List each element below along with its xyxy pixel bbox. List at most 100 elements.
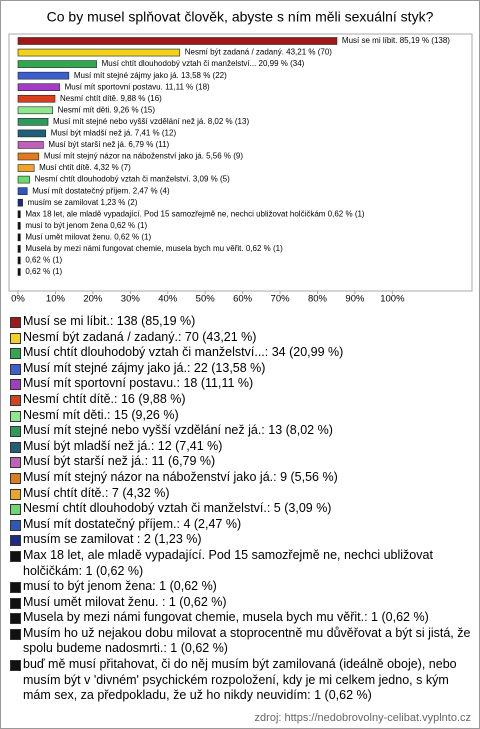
legend-swatch: [10, 597, 21, 609]
bar-label: Nesmí být zadaná / zadaný. 43,21 % (70): [185, 48, 333, 57]
legend-swatch: [10, 582, 21, 594]
legend-label: Musí mít stejné zájmy jako já.: 22 (13,5…: [23, 360, 266, 375]
legend-label: Musí mít sportovní postavu.: 18 (11,11 %…: [23, 376, 254, 391]
bar-label: Musí mít dostatečný příjem. 2,47 % (4): [32, 186, 170, 195]
legend-label: Musí umět milovat ženu. : 1 (0,62 %): [23, 594, 227, 609]
bar-label: 0,62 % (1): [25, 256, 62, 265]
bar: [17, 233, 21, 242]
legend-swatch: [10, 628, 21, 640]
bar-label: Musí chtít dlouhodobý vztah či manželstv…: [102, 59, 305, 68]
legend-label: Musí mít stejný názor na náboženství jak…: [23, 469, 338, 484]
x-tick-label: 10%: [46, 294, 66, 305]
x-tick-label: 50%: [196, 294, 216, 305]
legend-swatch: [10, 363, 21, 375]
x-tick-label: 100%: [380, 294, 405, 305]
bar-label: Nesmí mít děti. 9,26 % (15): [58, 105, 156, 114]
bar-label: Musí chtít dítě. 4,32 % (7): [39, 163, 131, 172]
legend-label: Musí mít dostatečný příjem.: 4 (2,47 %): [23, 516, 242, 531]
bar-label: Nesmí chtít dlouhodobý vztah či manželst…: [35, 175, 231, 184]
legend-swatch: [10, 535, 21, 547]
legend-label: Nesmí být zadaná / zadaný.: 70 (43,21 %): [23, 329, 257, 344]
bar: [17, 48, 181, 57]
bar: [17, 245, 21, 253]
x-tick-label: 60%: [233, 294, 253, 305]
x-tick-label: 90%: [345, 294, 365, 305]
chart: Co by musel splňovat člověk, abyste s ní…: [8, 9, 473, 305]
legend-swatch: [10, 317, 21, 328]
legend-item: Nesmí chtít dlouhodobý vztah či manželst…: [9, 501, 471, 517]
bar-label: Musela by mezi námi fungovat chemie, mus…: [25, 244, 283, 253]
bar: [17, 175, 30, 184]
legend-swatch: [10, 410, 21, 422]
bar: [17, 129, 47, 138]
bar: [17, 106, 53, 115]
legend-item: Musí se mi líbit.: 138 (85,19 %): [9, 314, 471, 330]
legend-label: Musí chtít dítě.: 7 (4,32 %): [23, 485, 170, 500]
bar-label: Musí mít stejné nebo vyšší vzdělání než …: [53, 117, 249, 126]
bar-label: musí to být jenom žena 0,62 % (1): [25, 221, 147, 230]
x-tick-label: 20%: [83, 294, 103, 305]
x-tick-label: 40%: [158, 294, 178, 305]
legend-item: Musím ho už nejakou dobu milovat a stopr…: [9, 626, 471, 657]
bar-label: Musí být starší než já. 6,79 % (11): [48, 140, 169, 149]
x-tick-label: 0%: [11, 294, 25, 305]
bar-label: Nesmí chtít dítě. 9,88 % (16): [60, 94, 162, 103]
legend-item: Nesmí chtít dítě.: 16 (9,88 %): [9, 392, 471, 408]
bar: [17, 94, 56, 103]
bar-label: Musí mít stejný názor na náboženství jak…: [44, 152, 244, 161]
legend-swatch: [10, 394, 21, 406]
legend-swatch: [10, 441, 21, 453]
bar: [17, 222, 21, 230]
legend-item: buď mě musí přitahovat, či do něj musím …: [9, 657, 471, 704]
legend-swatch: [10, 488, 21, 500]
legend-swatch: [10, 660, 21, 672]
bar: [17, 256, 21, 265]
bar: [17, 210, 21, 219]
legend-swatch: [10, 348, 21, 360]
legend-item: Max 18 let, ale mladě vypadající. Pod 15…: [9, 548, 471, 579]
legend-label: Nesmí mít děti.: 15 (9,26 %): [23, 407, 179, 422]
bar: [17, 37, 338, 45]
source: zdroj: https://nedobrovolny-celibat.vypl…: [254, 712, 471, 724]
bar-label: Max 18 let, ale mladě vypadající. Pod 15…: [25, 209, 365, 218]
legend-label: Musí být starší než já.: 11 (6,79 %): [23, 454, 216, 469]
bar: [17, 152, 40, 161]
legend-swatch: [10, 472, 21, 484]
bar: [17, 198, 23, 207]
x-tick-label: 80%: [308, 294, 328, 305]
legend-label: Musí mít stejné nebo vyšší vzdělání než …: [23, 423, 333, 438]
bar-label: Musí mít sportovní postavu. 11,11 % (18): [65, 82, 210, 91]
legend-swatch: [10, 457, 21, 469]
x-tick-label: 30%: [121, 294, 141, 305]
bar: [17, 118, 49, 126]
bar-label: 0,62 % (1): [25, 267, 62, 276]
bar-label: Musí být mladší než já. 7,41 % (12): [51, 129, 177, 138]
legend-label: Musí se mi líbit.: 138 (85,19 %): [23, 314, 196, 328]
legend-swatch: [10, 613, 21, 625]
legend-label: buď mě musí přitahovat, či do něj musím …: [23, 657, 457, 703]
legend-item: Musí mít dostatečný příjem.: 4 (2,47 %): [9, 517, 471, 533]
bar: [17, 71, 70, 80]
legend-swatch: [10, 426, 21, 438]
bar: [17, 141, 44, 149]
bar-label: Musí umět milovat ženu. 0,62 % (1): [25, 232, 151, 241]
bar: [17, 164, 35, 172]
bar: [17, 60, 97, 68]
legend: Musí se mi líbit.: 138 (85,19 %) Nesmí bý…: [9, 314, 471, 704]
chart-title: Co by musel splňovat člověk, abyste s ní…: [47, 9, 434, 25]
legend-item: musí to být jenom žena: 1 (0,62 %): [9, 579, 471, 595]
legend-item: Musela by mezi námi fungovat chemie, mus…: [9, 610, 471, 626]
legend-item: Musí být starší než já.: 11 (6,79 %): [9, 454, 471, 470]
legend-label: Nesmí chtít dítě.: 16 (9,88 %): [23, 391, 186, 406]
legend-label: Nesmí chtít dlouhodobý vztah či manželst…: [23, 501, 332, 516]
legend-item: Musí mít stejné zájmy jako já.: 22 (13,5…: [9, 361, 471, 377]
bar-label: Musí mít stejné zájmy jako já. 13,58 % (…: [74, 71, 227, 80]
legend-swatch: [10, 504, 21, 516]
legend-swatch: [10, 550, 21, 562]
legend-label: Musí chtít dlouhodobý vztah či manželstv…: [23, 345, 344, 360]
legend-label: Musí být mladší než já.: 12 (7,41 %): [23, 438, 223, 453]
legend-item: Nesmí mít děti.: 15 (9,26 %): [9, 408, 471, 424]
plot-frame: [8, 33, 473, 292]
legend-label: Musím ho už nejakou dobu milovat a stopr…: [23, 625, 471, 656]
